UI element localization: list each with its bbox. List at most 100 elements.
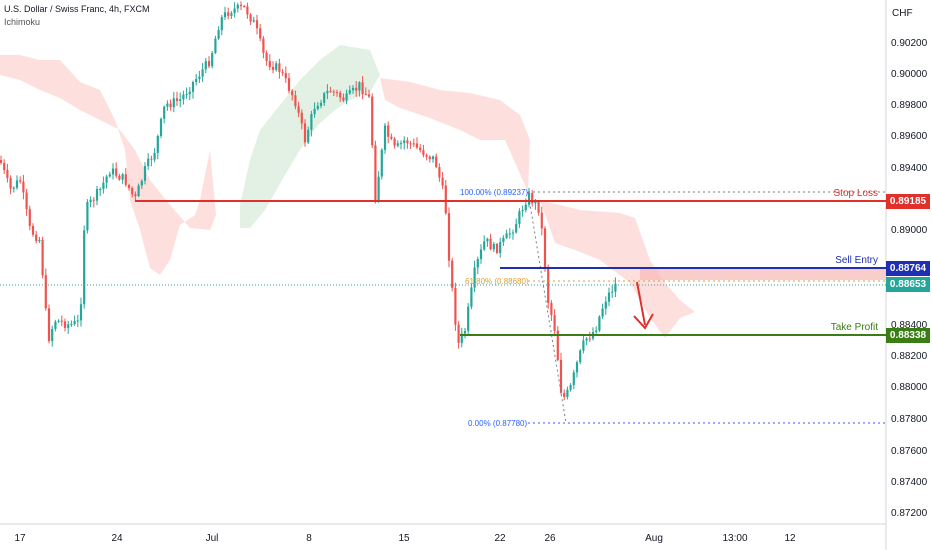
candle-body xyxy=(393,138,396,146)
candle-body xyxy=(252,20,255,22)
candle-body xyxy=(102,182,105,190)
candle-body xyxy=(403,140,406,144)
candle-body xyxy=(153,152,156,160)
price-tick: 0.90000 xyxy=(891,69,928,80)
candle-body xyxy=(175,98,179,101)
candle-body xyxy=(83,230,86,305)
candle-body xyxy=(377,176,380,202)
candle-body xyxy=(63,321,67,328)
candle-body xyxy=(246,6,249,15)
candle-body xyxy=(108,174,111,177)
candle-body xyxy=(447,213,451,261)
candle-body xyxy=(191,82,195,92)
time-tick: Aug xyxy=(645,533,663,544)
candle-body xyxy=(211,52,214,67)
candle-body xyxy=(143,166,147,181)
candle-body xyxy=(201,69,204,77)
candle-body xyxy=(19,180,22,182)
candle-body xyxy=(147,158,150,167)
candle-body xyxy=(243,6,246,8)
price-tick: 0.87400 xyxy=(891,477,928,488)
candle-body xyxy=(438,167,441,178)
candle-body xyxy=(451,260,454,288)
fibonacci-retracement[interactable] xyxy=(527,191,886,424)
time-tick: 8 xyxy=(306,533,312,544)
candle-body xyxy=(563,392,566,397)
candle-body xyxy=(291,90,294,96)
candle-body xyxy=(255,20,259,29)
candle-body xyxy=(524,204,527,211)
candle-body xyxy=(47,308,51,341)
candle-body xyxy=(70,324,73,326)
candle-body xyxy=(326,91,329,94)
candle-body xyxy=(534,201,537,204)
candle-body xyxy=(287,78,291,91)
candle-body xyxy=(51,329,54,341)
candle-body xyxy=(140,180,143,186)
candle-body xyxy=(57,320,60,322)
candle-body xyxy=(553,315,556,331)
candle-body xyxy=(44,275,47,309)
price-tick: 0.89000 xyxy=(891,225,928,236)
candle-body xyxy=(422,150,425,156)
candle-body xyxy=(172,98,175,108)
candle-body xyxy=(428,156,431,160)
price-tick: 0.87200 xyxy=(891,508,928,519)
axis-currency: CHF xyxy=(892,8,913,19)
candle-body xyxy=(575,362,579,373)
candle-body xyxy=(230,13,233,16)
candle-body xyxy=(582,340,585,351)
candle-body xyxy=(499,242,502,253)
candle-body xyxy=(495,243,499,253)
candle-body xyxy=(505,233,508,238)
candle-body xyxy=(492,243,495,250)
candle-body xyxy=(371,96,374,146)
candle-body xyxy=(601,308,604,317)
time-axis[interactable]: 17 24 Jul 8 15 22 26 Aug 13:00 12 xyxy=(14,533,796,544)
candle-body xyxy=(159,118,163,136)
candle-body xyxy=(137,185,140,197)
candle-body xyxy=(60,320,63,322)
candle-body xyxy=(204,61,207,70)
candle-body xyxy=(511,232,515,234)
candle-body xyxy=(585,338,588,341)
candle-body xyxy=(367,94,371,97)
candle-body xyxy=(105,176,108,183)
symbol-title: U.S. Dollar / Swiss Franc, 4h, FXCM xyxy=(4,4,150,14)
candle-body xyxy=(339,92,342,98)
candle-body xyxy=(297,106,300,113)
fib-label-low: 0.00% (0.87780) xyxy=(468,419,527,428)
price-tick: 0.87800 xyxy=(891,414,928,425)
fib-label-high: 100.00% (0.89237) xyxy=(460,188,528,197)
time-tick: Jul xyxy=(206,533,219,544)
down-arrow-icon xyxy=(633,281,654,330)
candle-body xyxy=(35,234,38,242)
candle-body xyxy=(38,239,41,242)
stop-loss-label: Stop Loss xyxy=(834,188,878,199)
candle-body xyxy=(73,320,76,325)
stop-loss-price-tag: 0.89185 xyxy=(886,194,930,209)
candle-body xyxy=(387,125,390,137)
candle-body xyxy=(89,199,92,203)
price-tick: 0.89400 xyxy=(891,163,928,174)
candle-body xyxy=(502,237,505,243)
candle-body xyxy=(284,72,287,79)
candle-body xyxy=(345,93,348,101)
candle-body xyxy=(348,90,351,94)
candle-body xyxy=(460,333,463,343)
price-axis[interactable]: CHF 0.90200 0.90000 0.89800 0.89600 0.89… xyxy=(891,8,928,519)
candle-body xyxy=(323,93,326,103)
candle-body xyxy=(355,87,358,91)
candle-body xyxy=(604,301,607,309)
candle-body xyxy=(265,52,268,61)
candle-body xyxy=(28,209,31,226)
candle-body xyxy=(9,177,12,189)
candle-body xyxy=(182,94,185,100)
candle-body xyxy=(95,189,99,201)
candle-body xyxy=(310,114,313,130)
candle-body xyxy=(319,102,323,106)
candle-body xyxy=(579,350,582,363)
candle-body xyxy=(559,359,563,393)
candle-body xyxy=(454,287,457,325)
